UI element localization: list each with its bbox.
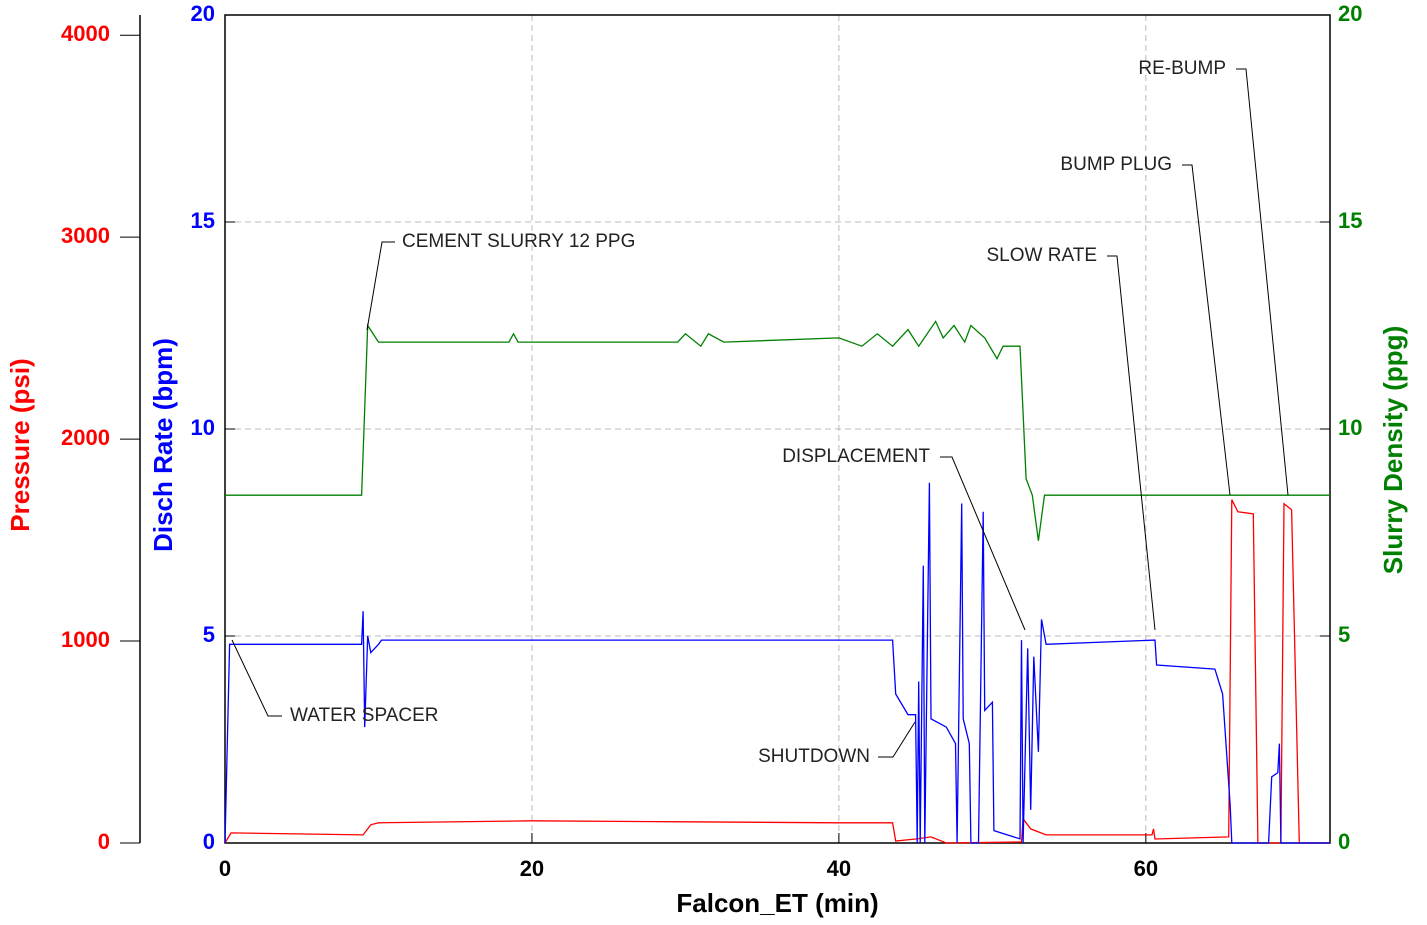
y3-tick-label: 4000 bbox=[61, 21, 110, 46]
annotation-leader bbox=[231, 639, 282, 717]
y2-axis-label: Slurry Density (ppg) bbox=[1378, 326, 1408, 574]
y3-tick-label: 1000 bbox=[61, 627, 110, 652]
x-tick-label: 0 bbox=[219, 856, 231, 881]
annotation: RE-BUMP bbox=[1138, 58, 1226, 79]
annotation: CEMENT SLURRY 12 PPG bbox=[402, 231, 635, 252]
y3-axis-label: Pressure (psi) bbox=[5, 358, 35, 531]
y-axis-label: Disch Rate (bpm) bbox=[148, 338, 178, 552]
annotation-leader bbox=[366, 241, 395, 331]
y2-tick-label: 20 bbox=[1338, 1, 1362, 26]
annotation: BUMP PLUG bbox=[1060, 154, 1172, 175]
y-tick-label: 20 bbox=[191, 1, 215, 26]
y-tick-label: 15 bbox=[191, 208, 215, 233]
y2-tick-label: 5 bbox=[1338, 622, 1350, 647]
series-line bbox=[224, 499, 1330, 844]
x-tick-label: 40 bbox=[827, 856, 851, 881]
x-tick-label: 20 bbox=[520, 856, 544, 881]
annotation: SHUTDOWN bbox=[758, 746, 870, 767]
annotation: DISPLACEMENT bbox=[782, 446, 930, 467]
y-tick-label: 0 bbox=[203, 829, 215, 854]
annotation-leader bbox=[1182, 164, 1231, 496]
series-line bbox=[224, 482, 1330, 844]
annotation: SLOW RATE bbox=[987, 245, 1098, 266]
annotation-leader bbox=[940, 456, 1026, 631]
x-axis-label: Falcon_ET (min) bbox=[676, 888, 878, 918]
y3-tick-label: 3000 bbox=[61, 223, 110, 248]
annotation-leader bbox=[1107, 255, 1156, 631]
x-tick-label: 60 bbox=[1134, 856, 1158, 881]
y2-tick-label: 15 bbox=[1338, 208, 1362, 233]
annotation-leader bbox=[1236, 68, 1289, 496]
series-line bbox=[225, 320, 1330, 541]
y3-tick-label: 0 bbox=[98, 829, 110, 854]
y2-tick-label: 10 bbox=[1338, 415, 1362, 440]
annotation-leader bbox=[878, 721, 916, 758]
y-tick-label: 10 bbox=[191, 415, 215, 440]
y3-tick-label: 2000 bbox=[61, 425, 110, 450]
y-tick-label: 5 bbox=[203, 622, 215, 647]
annotation: WATER SPACER bbox=[290, 705, 439, 726]
y2-tick-label: 0 bbox=[1338, 829, 1350, 854]
